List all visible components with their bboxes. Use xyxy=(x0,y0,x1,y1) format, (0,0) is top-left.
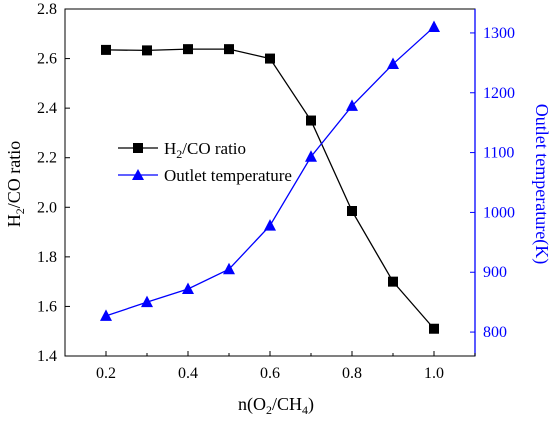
data-point-h2co xyxy=(388,276,398,287)
right-y-tick-label: 1100 xyxy=(483,145,514,162)
data-point-temp xyxy=(141,295,153,308)
ticks: 0.2 0.4 0.6 0.8 1.0 1.4 1.6 1.8 2.0 2.2 2.4 2.6 2.8 8… xyxy=(37,1,515,382)
right-y-tick-label: 1300 xyxy=(483,25,515,42)
data-point-h2co xyxy=(265,53,275,64)
data-point-temp xyxy=(223,262,235,275)
data-point-h2co xyxy=(347,206,357,217)
data-point-h2co xyxy=(429,323,439,334)
right-y-axis-title: Outlet temperature(K) xyxy=(531,104,550,264)
data-point-h2co xyxy=(101,44,111,55)
x-tick-label: 0.6 xyxy=(260,365,280,382)
x-tick-label: 0.2 xyxy=(96,365,116,382)
legend: H2/CO ratio Outlet temperature xyxy=(118,139,292,185)
data-point-temp xyxy=(387,57,399,70)
data-point-h2co xyxy=(183,44,193,55)
data-point-temp xyxy=(100,309,112,321)
left-y-axis-title-prefix: H xyxy=(4,214,24,227)
legend-label-h2co: H2/CO ratio xyxy=(164,139,246,161)
data-point-h2co xyxy=(142,45,152,56)
legend-marker-h2co xyxy=(133,143,143,153)
right-y-tick-label: 1200 xyxy=(483,85,515,102)
left-y-tick-label: 2.6 xyxy=(37,51,57,68)
x-axis-title-prefix: n(O xyxy=(238,394,266,415)
left-y-tick-label: 2.0 xyxy=(37,199,57,216)
legend-label-temp: Outlet temperature xyxy=(164,166,292,185)
left-y-tick-label: 1.4 xyxy=(37,348,57,365)
data-point-temp xyxy=(264,219,276,231)
left-y-axis-title: H2/CO ratio xyxy=(4,141,27,228)
left-y-axis-title-suffix: /CO ratio xyxy=(4,141,24,209)
legend-marker-temp xyxy=(132,169,144,180)
data-point-temp xyxy=(182,282,194,294)
series xyxy=(100,20,440,334)
left-y-tick-label: 2.4 xyxy=(37,100,57,117)
legend-label-h2co-suffix: /CO ratio xyxy=(182,139,246,158)
x-axis-title-sub1: 2 xyxy=(266,403,272,417)
x-tick-label: 0.4 xyxy=(178,365,198,382)
left-y-tick-label: 2.2 xyxy=(37,150,57,167)
data-point-temp xyxy=(346,99,358,111)
data-point-h2co xyxy=(306,115,316,126)
right-y-tick-label: 1000 xyxy=(483,204,515,221)
left-y-tick-label: 1.8 xyxy=(37,249,57,266)
x-tick-label: 0.8 xyxy=(342,365,362,382)
data-point-temp xyxy=(305,150,317,162)
x-axis-title: n(O2/CH4) xyxy=(238,394,314,417)
data-point-h2co xyxy=(224,44,234,55)
legend-label-h2co-prefix: H xyxy=(164,139,176,158)
left-y-tick-label: 1.6 xyxy=(37,298,57,315)
right-y-tick-label: 800 xyxy=(483,324,507,341)
right-y-tick-label: 900 xyxy=(483,264,507,281)
left-y-axis-title-sub: 2 xyxy=(13,208,27,214)
x-tick-label: 1.0 xyxy=(424,365,444,382)
x-axis-title-suffix: ) xyxy=(308,394,314,415)
data-point-temp xyxy=(428,20,440,32)
series-line-h2co xyxy=(105,48,435,330)
left-y-tick-label: 2.8 xyxy=(37,1,57,18)
x-axis-title-sub2: 4 xyxy=(302,403,308,417)
legend-label-h2co-sub: 2 xyxy=(176,147,182,161)
x-axis-title-mid: /CH xyxy=(272,394,302,414)
